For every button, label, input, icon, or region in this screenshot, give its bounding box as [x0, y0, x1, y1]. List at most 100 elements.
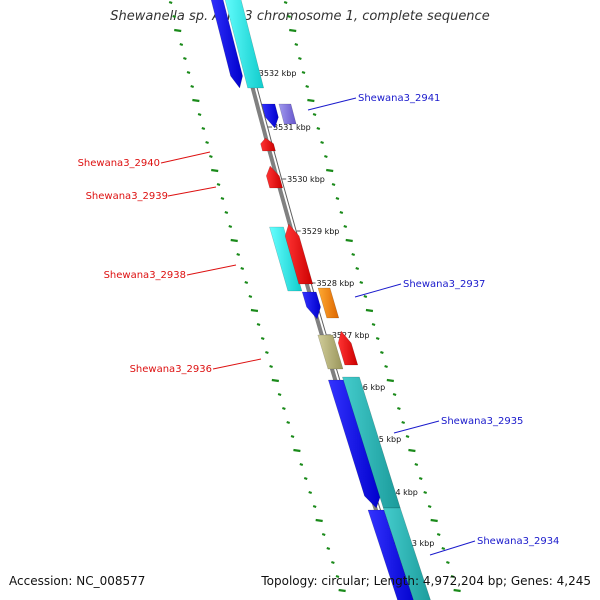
- gc-tick: [248, 294, 253, 299]
- gc-tick: [335, 196, 340, 201]
- cds-shewana3-2938: [284, 223, 314, 285]
- gene-label: Shewana3_2941: [358, 93, 440, 104]
- gc-tick: [418, 476, 423, 481]
- scale-label: 3529 kbp: [302, 227, 340, 236]
- gc-tick: [298, 56, 302, 61]
- gene-label: Shewana3_2935: [441, 416, 523, 427]
- gene-label-leader: [186, 264, 237, 276]
- cds-teal-2934: [382, 507, 431, 600]
- gc-tick: [363, 294, 368, 299]
- gc-tick: [308, 490, 313, 495]
- gc-track-outer: [168, 0, 346, 593]
- gc-tick: [236, 252, 241, 257]
- gc-tick: [345, 238, 353, 243]
- gc-tick: [240, 266, 245, 271]
- gc-tick: [220, 196, 225, 201]
- gc-tick: [324, 154, 328, 159]
- gc-tick: [174, 28, 182, 33]
- gc-tick: [312, 112, 317, 117]
- gc-tick: [197, 112, 202, 117]
- gc-tick: [351, 252, 356, 257]
- gc-tick: [343, 224, 348, 229]
- gc-tick: [192, 98, 200, 103]
- scale-label: 3531 kbp: [273, 123, 311, 132]
- gene-label-leader: [354, 283, 402, 298]
- gc-tick: [211, 168, 219, 173]
- cds-red-2936: [337, 330, 359, 366]
- gc-tick: [326, 168, 334, 173]
- gc-tick: [321, 532, 326, 537]
- gc-tick: [172, 14, 177, 19]
- gc-tick: [315, 518, 323, 523]
- cds-shewana3-2939: [266, 165, 284, 189]
- accession-text: Accession: NC_008577: [9, 574, 146, 588]
- gc-tick: [230, 238, 238, 243]
- gc-tick: [244, 280, 249, 285]
- cds-orange-2937: [317, 287, 340, 319]
- gc-tick: [216, 182, 221, 187]
- cds-shewana3-2940: [260, 137, 276, 152]
- gene-label-leader: [393, 420, 440, 434]
- gc-tick: [287, 14, 292, 19]
- gc-tick: [375, 336, 380, 341]
- gc-tick: [316, 126, 321, 131]
- gc-tick: [228, 224, 233, 229]
- scale-label: 3532 kbp: [259, 69, 297, 78]
- gc-tick: [436, 532, 441, 537]
- gc-tick: [250, 308, 259, 313]
- gc-tick: [392, 392, 397, 397]
- gc-tick: [450, 574, 455, 579]
- gc-tick: [331, 560, 335, 565]
- gc-tick: [380, 350, 384, 355]
- gc-tick: [168, 0, 173, 5]
- map-title: Shewanella sp. ANA-3 chromosome 1, compl…: [110, 9, 490, 24]
- genome-summary-text: Topology: circular; Length: 4,972,204 bp…: [261, 574, 591, 588]
- gc-tick: [290, 434, 295, 439]
- gc-tick: [269, 364, 273, 369]
- gc-tick: [397, 406, 401, 411]
- gc-tick: [299, 462, 304, 467]
- gc-tick: [359, 280, 364, 285]
- gc-tick: [339, 210, 344, 215]
- gc-tick: [384, 364, 388, 369]
- gene-label-leader: [307, 97, 357, 111]
- gc-tick: [183, 56, 187, 61]
- gene-label-leader: [212, 358, 262, 370]
- cds-shewana3-2936: [317, 334, 344, 370]
- cds-shewana3-2941: [261, 103, 279, 129]
- gc-tick: [283, 0, 288, 5]
- gc-tick: [427, 504, 432, 509]
- gc-tick: [320, 140, 324, 145]
- gc-tick: [305, 84, 310, 89]
- gc-tick: [326, 546, 331, 551]
- gc-track-inner: [283, 0, 461, 593]
- gc-tick: [289, 28, 297, 33]
- gc-tick: [282, 406, 286, 411]
- gc-tick: [365, 308, 374, 313]
- gene-label: Shewana3_2939: [86, 191, 168, 202]
- gc-tick: [355, 266, 360, 271]
- scale-label: 3528 kbp: [317, 279, 355, 288]
- cds-shewana3-2937: [301, 291, 321, 320]
- gc-tick: [286, 420, 291, 425]
- gene-label: Shewana3_2940: [78, 158, 160, 169]
- gc-tick: [303, 476, 308, 481]
- gc-tick: [294, 42, 299, 47]
- gc-content-track: [168, 0, 461, 593]
- gc-tick: [301, 70, 306, 75]
- gc-tick: [441, 546, 446, 551]
- gc-tick: [224, 210, 229, 215]
- gc-tick: [453, 588, 461, 593]
- scale-label: 3525 kbp: [363, 435, 401, 444]
- gc-tick: [430, 518, 438, 523]
- cds-cyan-2938: [269, 226, 303, 292]
- cds-shewana3-2934: [367, 509, 414, 600]
- gc-tick: [312, 504, 317, 509]
- gc-tick: [405, 434, 410, 439]
- gc-tick: [186, 70, 191, 75]
- gene-label: Shewana3_2938: [104, 270, 186, 281]
- gc-tick: [371, 322, 376, 327]
- scale-label: 3526 kbp: [347, 383, 385, 392]
- gene-label-layer: Shewana3_2941 Shewana3_2940 Shewana3_2939 S…: [78, 93, 559, 556]
